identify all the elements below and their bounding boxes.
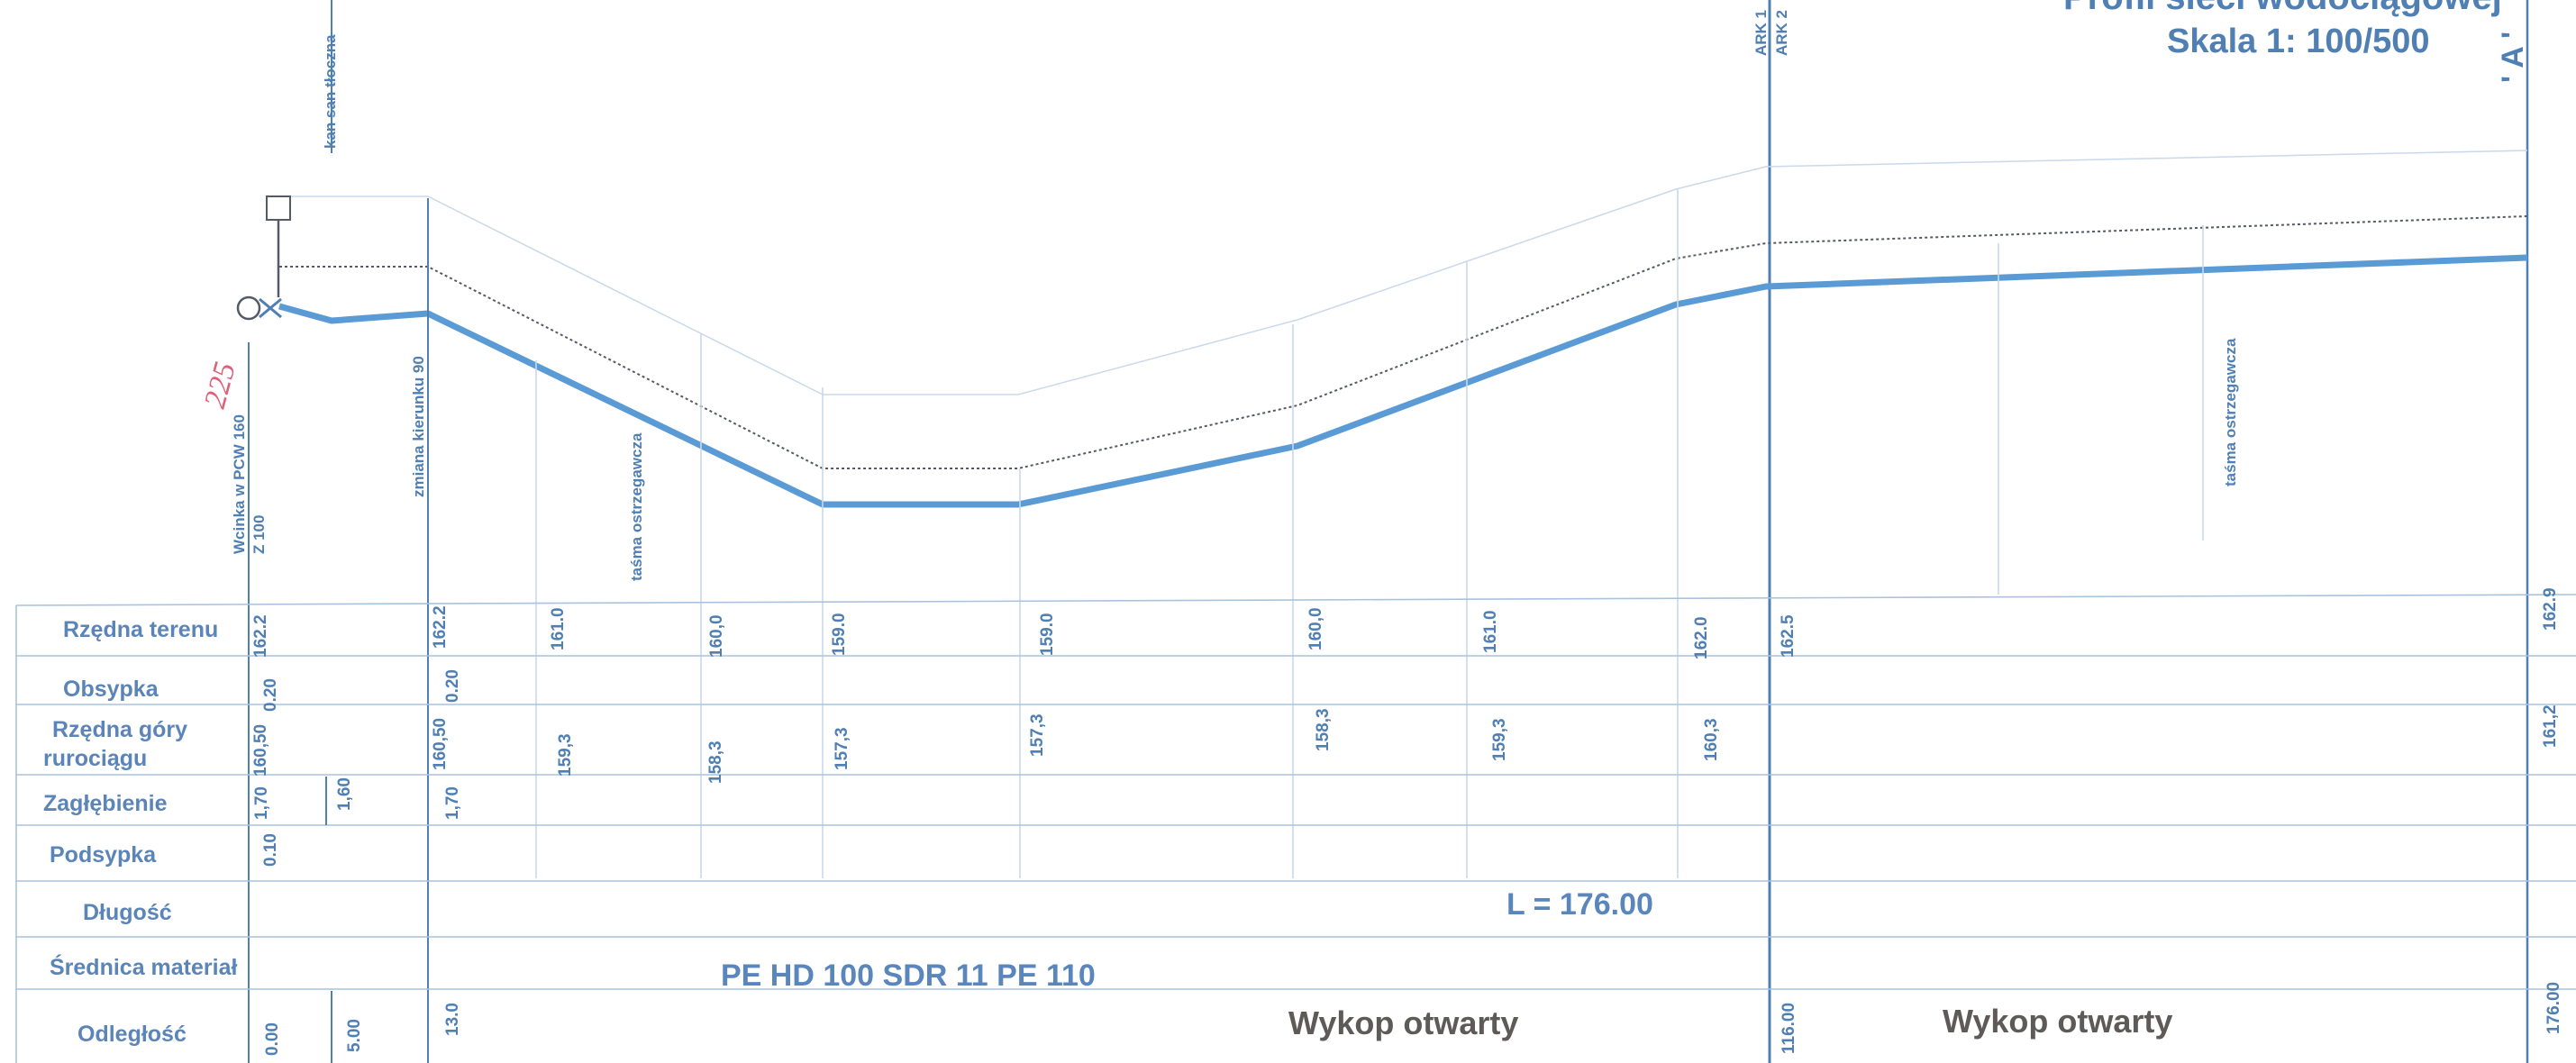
ark-2-label: ARK 2	[1773, 10, 1790, 56]
terrain-value-10: 162.9	[2541, 587, 2560, 631]
obsypka-value-1: 0.20	[443, 669, 462, 703]
terrain-line	[279, 215, 2528, 469]
pipe-top-value-2: 159,3	[556, 733, 575, 777]
distance-value-2: 13.0	[443, 1003, 462, 1036]
pipe-top-value-4: 157,3	[833, 727, 851, 770]
terrain-value-8: 162.0	[1692, 616, 1711, 659]
terrain-value-2: 161.0	[549, 607, 568, 650]
row-label-rzedna-gory-1: Rzędna góry	[52, 717, 187, 742]
row-label-rzedna-terenu: Rzędna terenu	[63, 617, 218, 642]
row-label-rzedna-gory-2: rurociągu	[43, 746, 147, 771]
distance-value-1: 5.00	[345, 1019, 364, 1052]
row-label-obsypka: Obsypka	[63, 677, 159, 702]
kan-annotation: kan san tłoczna	[322, 34, 339, 149]
zaglebienie-value-2: 1,70	[443, 786, 462, 820]
pipe-top-value-5: 157,3	[1028, 713, 1047, 757]
pipe-top-value-8: 160,3	[1702, 718, 1721, 761]
distance-value-3: 116.00	[1780, 1003, 1798, 1054]
section-mark: ' A '	[2496, 32, 2530, 83]
handwritten-note: 225	[198, 359, 242, 412]
terrain-value-1: 162.2	[431, 605, 450, 649]
excavation-label-1: Wykop otwarty	[1288, 1004, 1518, 1041]
row-label-srednica: Średnica materiał	[50, 953, 237, 980]
reference-grade-line	[281, 150, 2528, 395]
pipe-top-value-7: 159,3	[1490, 718, 1509, 761]
scale-label: Skala 1: 100/500	[2167, 23, 2430, 60]
pipe-top-value-9: 161,2	[2541, 704, 2560, 748]
connection-valve-icon	[236, 195, 291, 321]
row-label-odleglosc: Odległość	[77, 1022, 187, 1047]
terrain-value-5: 159.0	[1038, 613, 1057, 656]
length-label: L = 176.00	[1506, 887, 1653, 922]
row-label-zaglebienie: Zagłębienie	[43, 791, 168, 816]
pipe-profile-line	[278, 254, 2528, 508]
pipe-top-value-0: 160,50	[251, 724, 270, 777]
distance-value-0: 0.00	[263, 1022, 282, 1056]
ark-1-label: ARK 1	[1752, 10, 1770, 56]
terrain-value-6: 160,0	[1306, 607, 1325, 650]
drawing-title: Profil sieci wodociągowej	[2063, 0, 2502, 17]
pipe-top-value-6: 158,3	[1314, 708, 1333, 751]
terrain-value-0: 162.2	[251, 614, 270, 658]
terrain-value-3: 160,0	[707, 614, 726, 658]
table-top-line	[15, 594, 2576, 606]
profile-table	[15, 594, 2576, 1063]
zmiana-kierunku-annotation: zmiana kierunku 90	[410, 356, 427, 497]
pipe-top-value-1: 160,50	[431, 718, 450, 770]
zaglebienie-value-0: 1,70	[252, 786, 271, 820]
terrain-value-7: 161.0	[1481, 610, 1500, 653]
tasma-annotation-1: taśma ostrzegawcza	[628, 432, 645, 581]
row-label-podsypka: Podsypka	[50, 842, 157, 868]
excavation-label-2: Wykop otwarty	[1943, 1003, 2172, 1040]
pipe-top-value-3: 158,3	[706, 740, 725, 784]
terrain-value-4: 159.0	[830, 613, 849, 656]
z100-annotation: Z 100	[250, 515, 268, 554]
distance-value-4: 176.00	[2544, 982, 2563, 1034]
material-label: PE HD 100 SDR 11 PE 110	[721, 959, 1096, 993]
tasma-annotation-2: taśma ostrzegawcza	[2222, 338, 2239, 486]
zaglebienie-value-1: 1,60	[335, 777, 354, 811]
terrain-value-9: 162.5	[1779, 614, 1798, 658]
obsypka-value-0: 0.20	[261, 678, 280, 712]
row-label-dlugosc: Długość	[83, 900, 172, 925]
podsypka-value-0: 0.10	[261, 833, 280, 867]
wcinka-annotation: Wcinka w PCW 160	[231, 414, 248, 554]
